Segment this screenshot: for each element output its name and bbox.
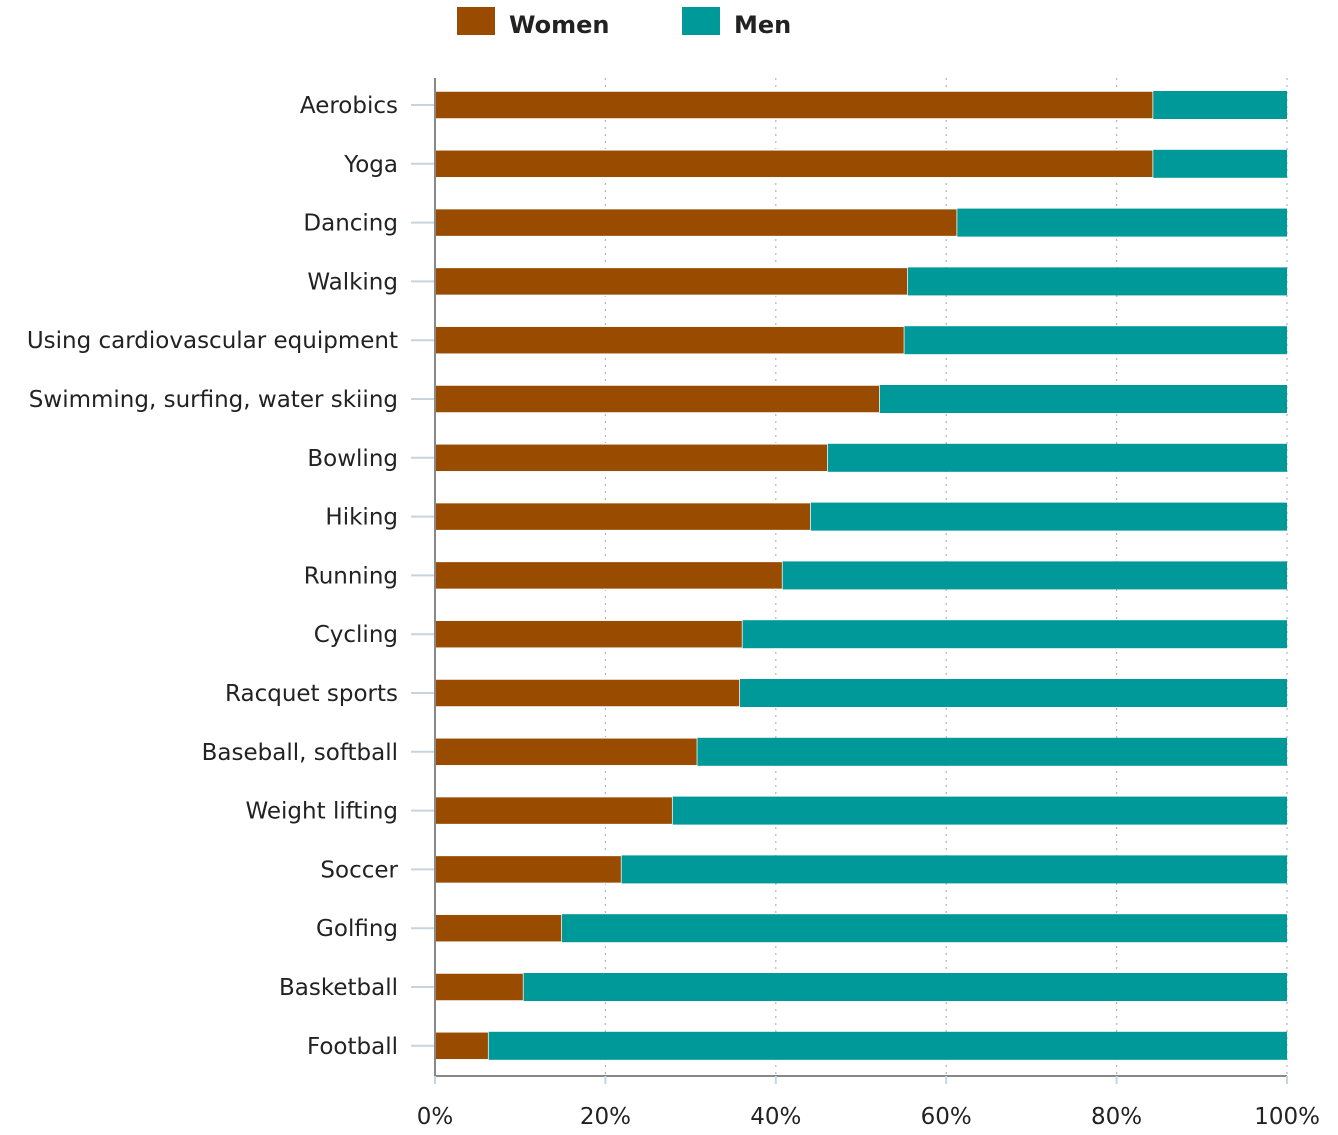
y-axis: Aerobics Yoga Dancing Walking Using cardiova… bbox=[27, 78, 436, 1076]
bar-women-14 bbox=[434, 913, 563, 943]
bar-women-11 bbox=[434, 737, 699, 767]
category-label: Football bbox=[307, 1034, 398, 1060]
bar-men-14 bbox=[561, 914, 1287, 943]
x-tick-label: 100% bbox=[1254, 1104, 1320, 1130]
bar-women-8 bbox=[434, 560, 784, 591]
bar-women-15 bbox=[434, 972, 525, 1002]
bar-men-16 bbox=[488, 1031, 1287, 1060]
bar-women-0 bbox=[434, 90, 1154, 120]
bars bbox=[434, 90, 1287, 1061]
category-label: Using cardiovascular equipment bbox=[27, 328, 398, 354]
category-label: Swimming, surfing, water skiing bbox=[29, 387, 398, 413]
category-label: Yoga bbox=[343, 152, 398, 178]
x-axis: 0% 20% 40% 60% 80% 100% bbox=[417, 1075, 1320, 1130]
category-label: Golfing bbox=[316, 916, 398, 942]
category-label: Basketball bbox=[279, 975, 398, 1001]
legend-label-women: Women bbox=[509, 11, 609, 39]
category-label: Aerobics bbox=[300, 93, 398, 119]
x-tick-label: 60% bbox=[921, 1104, 972, 1130]
bar-women-5 bbox=[434, 384, 881, 414]
legend-swatch-men bbox=[682, 7, 720, 35]
legend: Women Men bbox=[457, 7, 791, 39]
legend-swatch-women bbox=[457, 7, 495, 35]
bar-men-3 bbox=[907, 267, 1287, 296]
bar-women-12 bbox=[434, 795, 674, 826]
bar-men-15 bbox=[523, 973, 1287, 1001]
category-label: Racquet sports bbox=[225, 681, 398, 707]
x-tick-label: 20% bbox=[580, 1104, 631, 1130]
bar-women-10 bbox=[434, 678, 741, 708]
x-tick-label: 80% bbox=[1091, 1104, 1142, 1130]
x-tick-label: 0% bbox=[417, 1104, 454, 1130]
category-label: Soccer bbox=[320, 857, 398, 883]
bar-women-7 bbox=[434, 501, 812, 532]
bar-men-5 bbox=[879, 385, 1287, 413]
bar-women-9 bbox=[434, 619, 744, 649]
category-label: Baseball, softball bbox=[202, 740, 398, 766]
bar-women-16 bbox=[434, 1031, 490, 1061]
category-label: Running bbox=[304, 563, 398, 589]
category-label: Dancing bbox=[303, 211, 398, 237]
bar-men-7 bbox=[810, 502, 1287, 531]
bar-men-11 bbox=[697, 737, 1287, 766]
category-label: Cycling bbox=[314, 622, 398, 648]
bar-women-1 bbox=[434, 149, 1154, 179]
bar-women-6 bbox=[434, 443, 829, 473]
bar-men-10 bbox=[740, 679, 1287, 707]
bar-men-13 bbox=[621, 855, 1287, 884]
category-label: Weight lifting bbox=[246, 799, 399, 825]
bar-women-4 bbox=[434, 325, 906, 355]
bar-men-6 bbox=[827, 443, 1287, 472]
bar-women-13 bbox=[434, 854, 623, 885]
bar-men-12 bbox=[672, 796, 1287, 825]
bar-women-2 bbox=[434, 207, 959, 238]
bar-men-0 bbox=[1153, 91, 1287, 119]
x-tick-label: 40% bbox=[750, 1104, 801, 1130]
category-label: Walking bbox=[307, 269, 398, 295]
bar-women-3 bbox=[434, 266, 909, 297]
legend-label-men: Men bbox=[734, 11, 791, 39]
bar-men-2 bbox=[957, 208, 1287, 237]
bar-men-4 bbox=[904, 326, 1287, 355]
bar-men-9 bbox=[742, 620, 1287, 649]
bar-men-8 bbox=[782, 561, 1287, 590]
category-label: Bowling bbox=[307, 446, 398, 472]
bar-men-1 bbox=[1153, 149, 1287, 178]
category-label: Hiking bbox=[325, 505, 398, 531]
